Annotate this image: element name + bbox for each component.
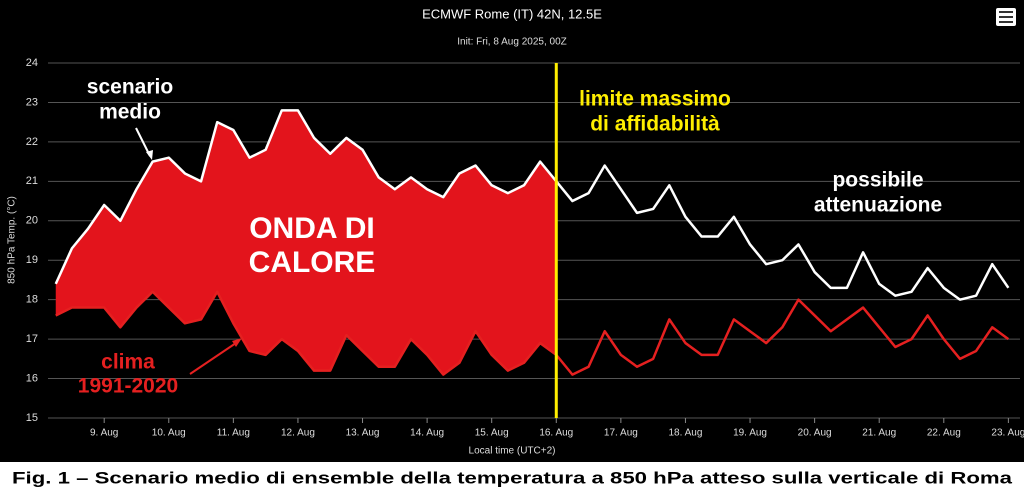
x-tick-label: 15. Aug	[475, 428, 509, 439]
y-tick-label: 18	[26, 294, 38, 306]
annotation: ONDA DI	[249, 212, 375, 245]
arrow-head	[232, 338, 242, 347]
annotation: scenario	[87, 76, 173, 99]
series-line	[55, 290, 1010, 376]
y-tick-label: 16	[26, 372, 38, 384]
annotation: 1991-2020	[78, 375, 178, 398]
x-tick-label: 10. Aug	[152, 428, 186, 439]
x-tick-label: 17. Aug	[604, 428, 638, 439]
x-tick-label: 20. Aug	[798, 428, 832, 439]
chart-title: ECMWF Rome (IT) 42N, 12.5E	[422, 6, 602, 21]
menu-bar	[999, 21, 1013, 23]
series-line	[54, 109, 1010, 301]
y-tick-label: 15	[26, 412, 38, 424]
y-tick-label: 19	[26, 254, 38, 266]
x-tick-label: 13. Aug	[346, 428, 380, 439]
x-tick-label: 21. Aug	[862, 428, 896, 439]
caption: Fig. 1 – Scenario medio di ensemble dell…	[12, 468, 1013, 487]
annotation: attenuazione	[814, 194, 942, 217]
plot-area: 15 16 17 18 19 20 21 22 23 24 9. Aug 10. Aug 11. Aug…	[26, 57, 1024, 439]
y-tick-label: 23	[26, 96, 38, 108]
menu-bar	[999, 16, 1013, 18]
menu-button[interactable]	[996, 8, 1016, 26]
chart-subtitle: Init: Fri, 8 Aug 2025, 00Z	[457, 37, 567, 48]
annotation: clima	[101, 351, 155, 374]
x-tick-label: 22. Aug	[927, 428, 961, 439]
x-tick-label: 16. Aug	[539, 428, 573, 439]
y-tick-label: 21	[26, 175, 38, 187]
arrow-head	[146, 150, 153, 160]
annotation: CALORE	[249, 246, 376, 279]
x-tick-label: 11. Aug	[217, 428, 250, 439]
x-axis-label: Local time (UTC+2)	[469, 446, 556, 457]
heat-area	[55, 110, 557, 375]
arrow	[189, 342, 237, 375]
annotation: possibile	[832, 169, 923, 192]
x-tick-label: 14. Aug	[410, 428, 444, 439]
annotation: di affidabilità	[590, 113, 720, 136]
x-tick-label: 18. Aug	[668, 428, 702, 439]
y-tick-label: 17	[26, 333, 38, 345]
x-tick-label: 12. Aug	[281, 428, 315, 439]
arrow	[135, 127, 151, 157]
arrows	[135, 127, 242, 375]
y-axis-label: 850 hPa Temp. (°C)	[7, 196, 18, 284]
x-tick-label: 23. Aug	[991, 428, 1024, 439]
x-tick-label: 9. Aug	[90, 428, 118, 439]
x-tick-label: 19. Aug	[733, 428, 767, 439]
y-tick-label: 22	[26, 136, 38, 148]
menu-bar	[999, 11, 1013, 13]
annotation: medio	[99, 101, 161, 124]
caption-box	[0, 462, 1024, 494]
y-tick-label: 24	[26, 57, 38, 69]
y-tick-label: 20	[26, 215, 38, 227]
annotation: limite massimo	[579, 88, 731, 111]
